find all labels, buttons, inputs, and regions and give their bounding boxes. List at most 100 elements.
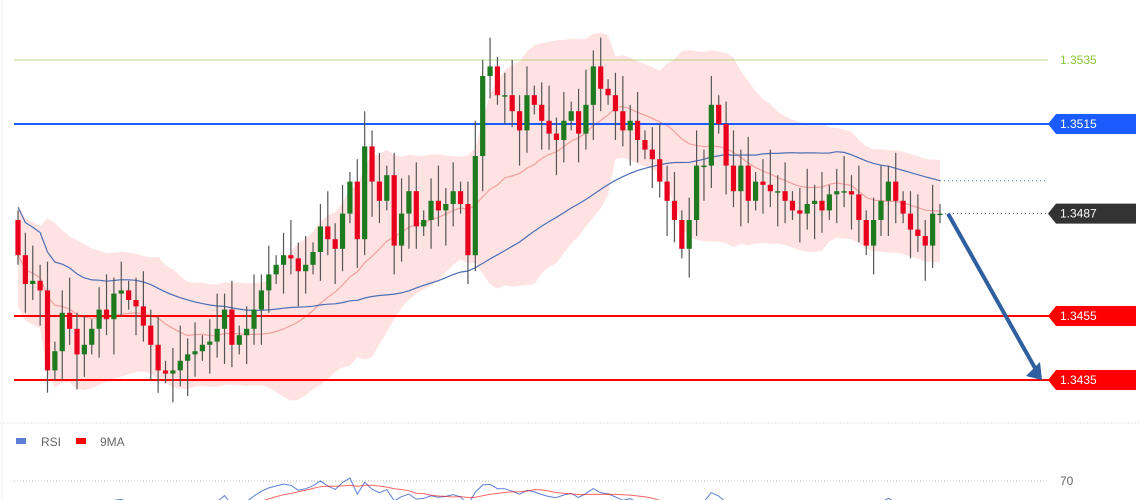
- candle-body: [435, 200, 442, 211]
- candle-body: [848, 191, 855, 195]
- candle-body: [649, 149, 655, 160]
- candle-body: [421, 220, 427, 227]
- candle-body: [74, 328, 80, 355]
- candle-body: [480, 76, 486, 156]
- candle-body: [258, 290, 265, 310]
- price-tag-label-1.3455: 1.3455: [1060, 309, 1097, 323]
- candle-body: [67, 312, 73, 329]
- candle-body: [502, 95, 508, 97]
- candle-body: [185, 354, 191, 361]
- candle-body: [295, 258, 301, 272]
- price-tag-1.3487: [1048, 203, 1136, 224]
- candle-body: [841, 191, 847, 193]
- candle-body: [236, 335, 242, 345]
- candle-body: [671, 200, 678, 220]
- price-tag-1.3435: [1048, 370, 1136, 390]
- candle-body: [524, 95, 530, 131]
- candle-body: [893, 181, 899, 201]
- candle-body: [214, 328, 220, 342]
- candle-body: [280, 255, 287, 265]
- candle-body: [583, 104, 589, 134]
- candle-body: [30, 280, 36, 284]
- candle-body: [354, 181, 360, 240]
- candle-body: [598, 66, 604, 89]
- candle-body: [406, 191, 412, 214]
- candle-body: [907, 213, 914, 230]
- candle-body: [723, 124, 729, 166]
- candle-body: [148, 325, 154, 345]
- candle-body: [362, 146, 368, 240]
- candle-body: [413, 191, 419, 227]
- candle-body: [266, 274, 272, 291]
- ma9-legend-swatch: [76, 438, 86, 444]
- candle-body: [369, 146, 375, 182]
- candle-body: [878, 200, 884, 220]
- candle-body: [539, 104, 545, 121]
- candle-body: [730, 165, 737, 192]
- candle-body: [657, 159, 663, 182]
- rsi-legend-label: RSI: [41, 435, 61, 449]
- forecast-arrow-shaft: [946, 212, 1037, 369]
- candle-body: [111, 293, 117, 320]
- candle-body: [140, 306, 146, 326]
- candle-body: [133, 300, 139, 307]
- ma9-legend-label: 9MA: [100, 435, 125, 449]
- price-tags: 1.3535 1.3515 1.3487 1.3455 1.3435: [1048, 53, 1136, 390]
- candle-body: [885, 181, 891, 201]
- candle-body: [789, 200, 796, 211]
- candle-body: [450, 191, 456, 204]
- candle-body: [317, 226, 324, 252]
- candle-body: [103, 309, 110, 320]
- candle-body: [753, 181, 759, 201]
- candle-body: [693, 165, 700, 220]
- candle-body: [664, 181, 670, 201]
- price-tag-1.3515: [1048, 114, 1136, 134]
- candle-body: [37, 280, 43, 291]
- candle-body: [605, 88, 611, 96]
- candle-body: [15, 220, 21, 256]
- candle-body: [376, 181, 383, 201]
- rsi-line: [113, 477, 893, 500]
- candle-body: [775, 191, 781, 193]
- candle-body: [509, 95, 515, 112]
- candle-body: [708, 104, 714, 166]
- candle-body: [575, 111, 582, 134]
- candle-body: [634, 120, 641, 140]
- candle-body: [52, 351, 58, 371]
- candle-body: [332, 239, 338, 249]
- price-tag-label-1.3435: 1.3435: [1060, 373, 1097, 387]
- candle-body: [826, 194, 832, 211]
- candle-body: [325, 226, 331, 240]
- candle-body: [871, 220, 877, 246]
- candle-body: [745, 165, 751, 201]
- candle-body: [398, 213, 405, 246]
- candles: [15, 37, 943, 403]
- candle-body: [716, 104, 722, 124]
- candle-body: [81, 344, 87, 355]
- candle-body: [812, 200, 818, 204]
- candle-body: [531, 95, 537, 105]
- candle-body: [701, 165, 707, 168]
- candle-body: [590, 66, 596, 105]
- rsi-legend: RSI 9MA: [16, 435, 125, 449]
- candle-body: [155, 344, 161, 371]
- candle-body: [937, 213, 943, 216]
- candle-body: [465, 204, 471, 256]
- candle-body: [620, 111, 626, 131]
- candle-body: [679, 220, 685, 249]
- price-tag-label-1.3487: 1.3487: [1060, 207, 1097, 221]
- candle-body: [118, 290, 124, 294]
- candle-body: [797, 210, 803, 214]
- rsi-lines: [113, 477, 893, 500]
- forecast-arrow-head: [1026, 362, 1042, 380]
- candle-body: [273, 264, 279, 275]
- candle-body: [767, 184, 773, 192]
- candle-body: [229, 309, 235, 345]
- candle-body: [804, 204, 810, 214]
- candle-body: [457, 191, 464, 204]
- candle-body: [339, 213, 346, 249]
- candle-body: [22, 255, 28, 284]
- candle-body: [177, 360, 183, 371]
